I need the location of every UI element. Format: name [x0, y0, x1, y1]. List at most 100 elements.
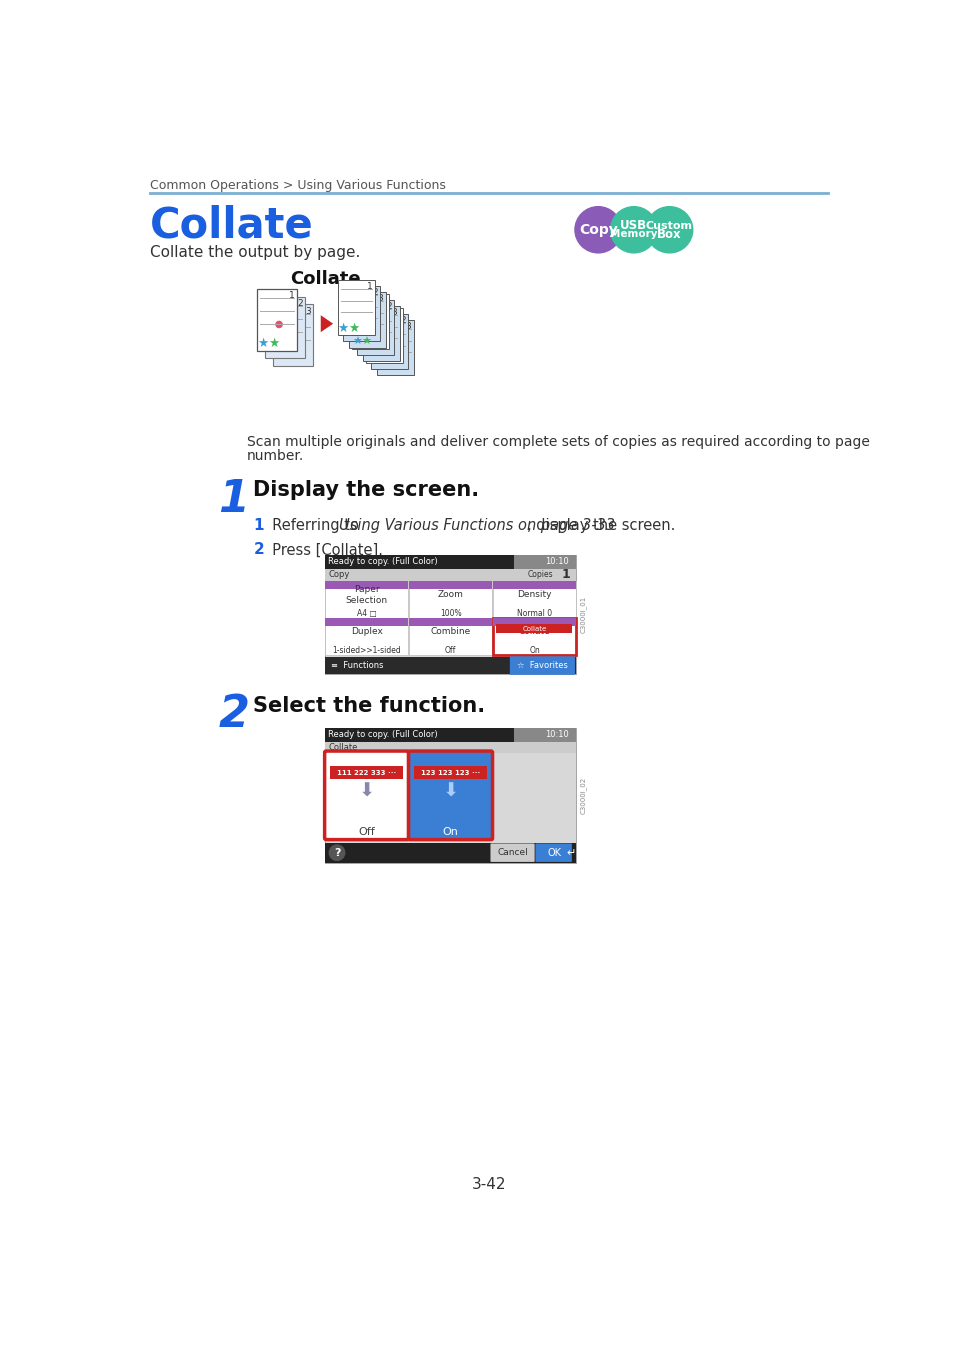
FancyBboxPatch shape	[376, 320, 414, 375]
Circle shape	[329, 845, 344, 860]
FancyBboxPatch shape	[356, 300, 394, 355]
Polygon shape	[320, 316, 333, 332]
FancyBboxPatch shape	[514, 555, 576, 568]
FancyBboxPatch shape	[493, 580, 575, 618]
Text: 2: 2	[372, 289, 377, 297]
Text: 3: 3	[392, 308, 397, 317]
FancyBboxPatch shape	[324, 741, 576, 752]
FancyBboxPatch shape	[409, 580, 491, 589]
Text: Using Various Functions on page 3-33: Using Various Functions on page 3-33	[339, 518, 615, 533]
Text: Common Operations > Using Various Functions: Common Operations > Using Various Functi…	[150, 180, 446, 192]
Text: ★: ★	[348, 321, 359, 335]
Text: Collate: Collate	[150, 204, 314, 246]
Text: Memory: Memory	[610, 230, 657, 239]
FancyBboxPatch shape	[514, 728, 576, 741]
Text: ⬇: ⬇	[358, 782, 375, 801]
Text: Custom: Custom	[645, 221, 692, 231]
Text: Select the function.: Select the function.	[253, 695, 485, 716]
FancyBboxPatch shape	[496, 624, 571, 633]
FancyBboxPatch shape	[325, 580, 407, 589]
Text: Density: Density	[517, 590, 551, 599]
Text: ⬇: ⬇	[442, 782, 458, 801]
FancyBboxPatch shape	[414, 767, 487, 779]
Text: Ready to copy. (Full Color): Ready to copy. (Full Color)	[328, 558, 437, 566]
Text: ★: ★	[268, 338, 279, 350]
Text: C3000i_01: C3000i_01	[579, 595, 586, 633]
Text: 10:10: 10:10	[544, 558, 568, 566]
Text: Off: Off	[358, 828, 375, 837]
Text: 3: 3	[305, 306, 311, 316]
FancyBboxPatch shape	[409, 618, 491, 655]
Text: A4 □: A4 □	[356, 609, 376, 618]
FancyBboxPatch shape	[324, 568, 576, 580]
Text: Normal 0: Normal 0	[517, 609, 552, 618]
FancyBboxPatch shape	[324, 842, 576, 863]
Text: ★: ★	[256, 338, 268, 350]
Text: Collate: Collate	[518, 628, 550, 636]
Text: C3000i_02: C3000i_02	[579, 776, 586, 814]
FancyBboxPatch shape	[273, 305, 313, 366]
Text: 3: 3	[405, 323, 411, 331]
FancyBboxPatch shape	[337, 279, 375, 335]
FancyBboxPatch shape	[257, 289, 297, 351]
Text: , display the screen.: , display the screen.	[526, 518, 675, 533]
Text: 2: 2	[253, 543, 264, 558]
FancyBboxPatch shape	[362, 306, 399, 362]
Text: Collate the output by page.: Collate the output by page.	[150, 246, 360, 261]
Text: 111 222 333 ···: 111 222 333 ···	[336, 769, 395, 776]
FancyBboxPatch shape	[265, 297, 305, 358]
Text: 1-sided>>1-sided: 1-sided>>1-sided	[332, 645, 400, 655]
Text: Combine: Combine	[430, 628, 470, 636]
FancyBboxPatch shape	[509, 656, 575, 675]
Circle shape	[275, 321, 282, 328]
Circle shape	[575, 207, 620, 252]
Text: Duplex: Duplex	[351, 628, 382, 636]
Text: 2: 2	[400, 316, 406, 325]
Text: Collate: Collate	[522, 625, 546, 632]
Text: OK: OK	[546, 848, 560, 857]
Text: Copy: Copy	[328, 570, 350, 579]
Text: Cancel: Cancel	[497, 848, 528, 857]
FancyBboxPatch shape	[324, 657, 576, 674]
Text: Box: Box	[657, 228, 681, 240]
FancyBboxPatch shape	[408, 751, 492, 840]
FancyBboxPatch shape	[493, 618, 575, 655]
Text: 1: 1	[289, 292, 294, 300]
Text: 1: 1	[367, 282, 373, 292]
FancyBboxPatch shape	[352, 294, 389, 350]
Text: 3: 3	[377, 294, 383, 304]
Text: ↵: ↵	[566, 848, 576, 857]
FancyBboxPatch shape	[324, 728, 514, 741]
Text: Ready to copy. (Full Color): Ready to copy. (Full Color)	[328, 730, 437, 740]
FancyBboxPatch shape	[493, 618, 575, 625]
Text: ★: ★	[337, 321, 349, 335]
Text: On: On	[442, 828, 458, 837]
Text: ?: ?	[334, 848, 340, 857]
FancyBboxPatch shape	[348, 292, 385, 347]
FancyBboxPatch shape	[325, 618, 407, 625]
Text: Paper
Selection: Paper Selection	[345, 585, 387, 605]
Circle shape	[645, 207, 692, 252]
Text: Collate: Collate	[328, 743, 357, 752]
FancyBboxPatch shape	[490, 844, 534, 861]
Text: 1: 1	[395, 310, 400, 319]
Circle shape	[610, 207, 657, 252]
Text: ☆  Favorites: ☆ Favorites	[517, 662, 567, 670]
Text: Collate: Collate	[290, 270, 360, 288]
FancyBboxPatch shape	[409, 580, 491, 618]
Text: Display the screen.: Display the screen.	[253, 481, 479, 500]
Text: USB: USB	[619, 220, 647, 232]
Text: 2: 2	[297, 300, 303, 308]
Text: 1: 1	[253, 518, 264, 533]
Text: 123 123 123 ···: 123 123 123 ···	[420, 769, 479, 776]
FancyBboxPatch shape	[324, 555, 514, 568]
Text: Off: Off	[444, 645, 456, 655]
FancyBboxPatch shape	[535, 844, 571, 861]
FancyBboxPatch shape	[324, 555, 576, 674]
Text: ≡  Functions: ≡ Functions	[331, 662, 383, 670]
Text: Referring to: Referring to	[263, 518, 363, 533]
FancyBboxPatch shape	[493, 580, 575, 589]
FancyBboxPatch shape	[343, 286, 380, 342]
Text: Copy: Copy	[578, 223, 617, 236]
Text: ★: ★	[361, 338, 371, 347]
